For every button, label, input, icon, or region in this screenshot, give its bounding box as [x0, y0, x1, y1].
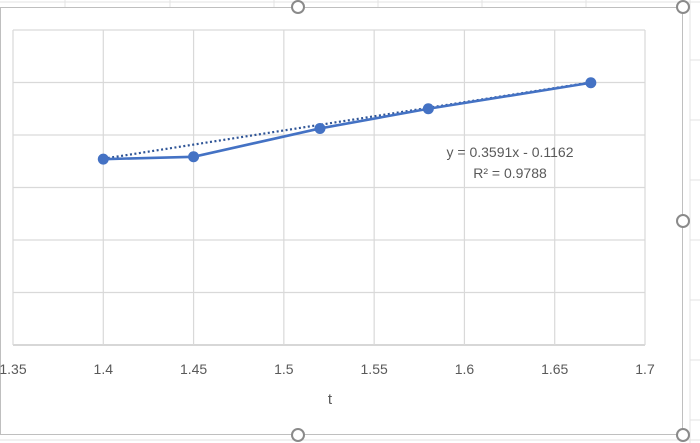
x-tick-label: 1.65 — [541, 361, 568, 377]
data-point — [188, 151, 200, 163]
data-point — [422, 103, 434, 115]
data-point — [97, 153, 109, 165]
resize-handle-top-right[interactable] — [676, 0, 690, 14]
data-series — [97, 77, 597, 165]
x-axis-title: t — [328, 391, 333, 408]
gridlines — [12, 29, 646, 346]
x-tick-label: 1.45 — [180, 361, 207, 377]
data-point — [585, 77, 597, 89]
resize-handle-middle-right[interactable] — [676, 214, 690, 228]
trendline-r-squared: R² = 0.9788 — [473, 165, 547, 181]
trendline-equation: y = 0.3591x - 0.1162 — [447, 144, 574, 160]
chart-frame[interactable] — [0, 7, 683, 435]
x-tick-label: 1.6 — [455, 361, 475, 377]
resize-handle-bottom-right[interactable] — [676, 428, 690, 442]
resize-handle-bottom-center[interactable] — [291, 428, 305, 442]
x-tick-label: 1.4 — [94, 361, 114, 377]
x-tick-label: 1.5 — [274, 361, 294, 377]
x-tick-label: 1.55 — [361, 361, 388, 377]
x-tick-label: 1.35 — [0, 361, 27, 377]
data-point — [314, 122, 326, 134]
x-axis-tick-labels: 1.35 1.4 1.45 1.5 1.55 1.6 1.65 1.7 — [0, 361, 655, 377]
resize-handle-top-center[interactable] — [291, 0, 305, 14]
x-tick-label: 1.7 — [635, 361, 655, 377]
